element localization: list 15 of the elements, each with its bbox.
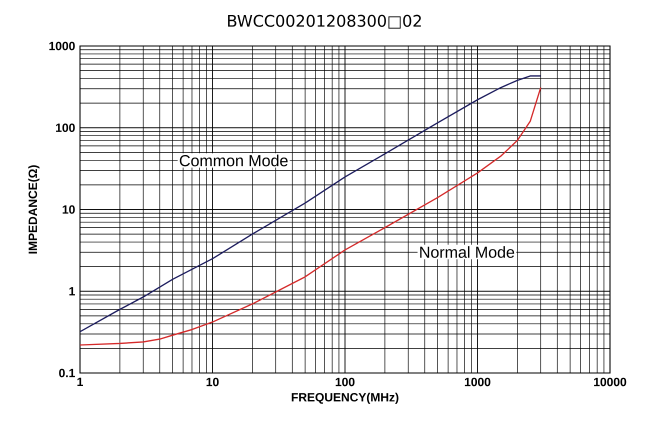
y-tick-label: 100 xyxy=(56,123,75,132)
y-tick-label: 1000 xyxy=(49,42,75,50)
x-tick-label: 1000 xyxy=(464,378,490,386)
chart-title: BWCC00201208300□02 xyxy=(228,14,421,29)
y-tick-label: 0.1 xyxy=(59,368,75,378)
x-axis-title: FREQUENCY(MHz) xyxy=(292,392,398,404)
x-tick-label: 10000 xyxy=(594,378,626,386)
text: Normal Mode xyxy=(420,246,514,258)
text: Common Mode xyxy=(180,154,288,166)
y-axis-title: IMPEDANCE(Ω) xyxy=(28,165,40,254)
x-tick-label: 100 xyxy=(336,378,355,386)
y-tick-label: 10 xyxy=(62,205,75,214)
x-tick-label: 10 xyxy=(206,378,219,386)
x-tick-label: 1 xyxy=(77,378,84,386)
y-tick-label: 1 xyxy=(69,287,75,296)
